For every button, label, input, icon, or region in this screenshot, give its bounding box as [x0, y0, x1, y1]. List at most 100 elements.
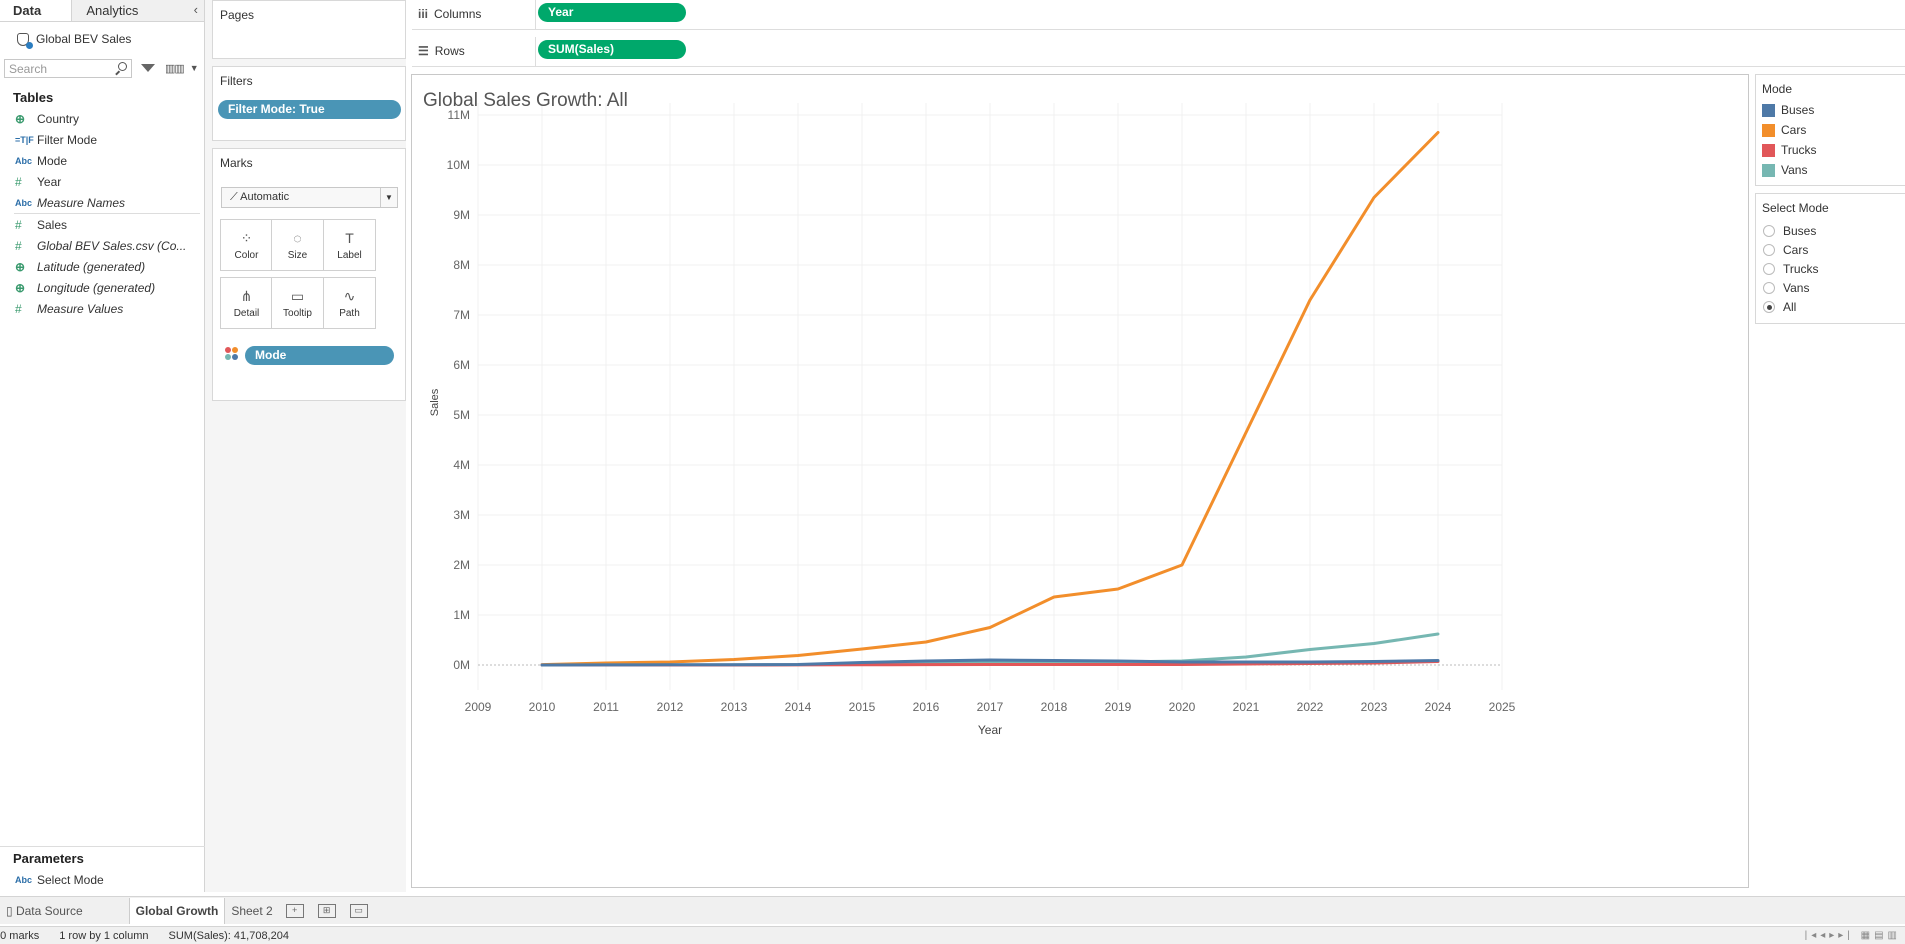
- radio-button[interactable]: [1763, 262, 1775, 275]
- abc-icon: Abc: [15, 155, 33, 166]
- sales-pill[interactable]: SUM(Sales): [538, 40, 686, 59]
- field-name: Country: [37, 111, 80, 126]
- rows-shelf[interactable]: ☰ Rows SUM(Sales): [412, 37, 1905, 67]
- legend-label: Trucks: [1781, 143, 1817, 157]
- new-story-icon[interactable]: ▭: [349, 903, 368, 918]
- field-name: Measure Values: [37, 301, 124, 316]
- status-dims: 1 row by 1 column: [59, 929, 149, 942]
- field-item[interactable]: # Year: [0, 171, 204, 192]
- field-item[interactable]: ⊕ Latitude (generated): [0, 256, 204, 277]
- x-tick-label: 2017: [977, 700, 1004, 714]
- legend-item[interactable]: Buses: [1756, 100, 1905, 120]
- view-title: Global Sales Growth: All: [423, 90, 628, 111]
- filters-title: Filters: [220, 74, 253, 88]
- search-row: Search ▥▥ ▼: [0, 56, 204, 80]
- radio-button[interactable]: [1763, 224, 1775, 237]
- field-name: Year: [37, 174, 62, 189]
- pages-card[interactable]: Pages: [212, 0, 406, 59]
- list-view-icon[interactable]: ▥▥: [165, 62, 185, 75]
- field-name: Filter Mode: [37, 132, 98, 147]
- field-item[interactable]: ⊕ Longitude (generated): [0, 277, 204, 298]
- color-legend: Mode Buses Cars Trucks Vans: [1755, 74, 1905, 186]
- year-pill[interactable]: Year: [538, 3, 686, 22]
- field-item[interactable]: Abc Measure Names: [0, 192, 204, 213]
- y-tick-label: 1M: [453, 608, 470, 622]
- radio-button[interactable]: [1763, 300, 1775, 313]
- x-tick-label: 2014: [785, 700, 812, 714]
- new-worksheet-icon[interactable]: +: [285, 903, 304, 918]
- filters-card[interactable]: Filters Filter Mode: True: [212, 66, 406, 141]
- size-icon: ◌: [293, 230, 302, 246]
- field-item[interactable]: # Sales: [0, 214, 204, 235]
- radio-option[interactable]: All: [1756, 297, 1905, 316]
- field-name: Sales: [37, 217, 68, 232]
- mode-pill[interactable]: Mode: [245, 346, 394, 365]
- parameter-item[interactable]: Abc Select Mode: [0, 869, 205, 890]
- legend-title: Mode: [1762, 82, 1793, 96]
- chevron-down-icon[interactable]: ▼: [189, 63, 199, 73]
- radio-button[interactable]: [1763, 243, 1775, 256]
- legend-item[interactable]: Vans: [1756, 160, 1905, 180]
- collapse-pane-icon[interactable]: ‹: [193, 2, 198, 17]
- x-tick-label: 2016: [913, 700, 940, 714]
- view-area[interactable]: 0M 1M 2M 3M 4M 5M 6M 7M 8M 9M 10M 11M 2009 2010 2011 20…: [411, 74, 1749, 888]
- radio-option[interactable]: Cars: [1756, 240, 1905, 259]
- datasource-name: Global BEV Sales: [36, 32, 132, 46]
- color-button[interactable]: ⁘ Color: [220, 219, 273, 271]
- data-source-tab[interactable]: ▯ Data Source: [0, 898, 89, 924]
- line-chart[interactable]: 0M 1M 2M 3M 4M 5M 6M 7M 8M 9M 10M 11M 2009 2010 2011 20…: [412, 75, 1748, 887]
- field-item[interactable]: ⊕ Country: [0, 108, 204, 129]
- path-button[interactable]: ∿ Path: [323, 277, 376, 329]
- legend-label: Cars: [1781, 123, 1807, 137]
- tf-icon: =T|F: [15, 134, 34, 145]
- field-item[interactable]: # Global BEV Sales.csv (Co...: [0, 235, 204, 256]
- radio-option[interactable]: Buses: [1756, 221, 1905, 240]
- search-input[interactable]: Search: [4, 58, 132, 78]
- sheet-tab[interactable]: Sheet 2: [231, 903, 273, 918]
- label-icon: T: [345, 230, 354, 246]
- sheet-navigation-icons[interactable]: |◂◂▸▸| ▦▤▥: [1804, 930, 1901, 941]
- label-button[interactable]: T Label: [323, 219, 376, 271]
- field-item[interactable]: # Measure Values: [0, 298, 204, 319]
- y-tick-label: 10M: [447, 158, 470, 172]
- radio-option[interactable]: Trucks: [1756, 259, 1905, 278]
- new-dashboard-icon[interactable]: ⊞: [317, 903, 336, 918]
- legend-item[interactable]: Trucks: [1756, 140, 1905, 160]
- columns-shelf[interactable]: iii Columns Year: [412, 0, 1905, 30]
- color-icon: ⁘: [240, 230, 253, 246]
- size-button[interactable]: ◌ Size: [271, 219, 324, 271]
- parameters-title: Parameters: [13, 851, 84, 866]
- detail-button[interactable]: ⋔ Detail: [220, 277, 273, 329]
- radio-button[interactable]: [1763, 281, 1775, 294]
- sheet-tab[interactable]: Global Growth: [128, 897, 226, 924]
- field-item[interactable]: Abc Mode: [0, 150, 204, 171]
- select-mode-parameter: Select Mode Buses Cars Trucks Vans All: [1755, 193, 1905, 324]
- y-axis-title: Sales: [429, 388, 441, 416]
- field-name: Global BEV Sales.csv (Co...: [37, 238, 187, 253]
- field-item[interactable]: =T|F Filter Mode: [0, 129, 204, 150]
- color-swatch: [1762, 143, 1775, 157]
- x-tick-label: 2018: [1041, 700, 1068, 714]
- line-mark-icon: ⟋: [230, 191, 241, 203]
- x-tick-label: 2023: [1361, 700, 1388, 714]
- filter-icon[interactable]: [141, 64, 155, 72]
- color-swatch: [1762, 123, 1775, 137]
- tooltip-button[interactable]: ▭ Tooltip: [271, 277, 324, 329]
- y-tick-label: 0M: [453, 658, 470, 672]
- legend-label: Vans: [1781, 163, 1808, 177]
- radio-option[interactable]: Vans: [1756, 278, 1905, 297]
- mark-type-select[interactable]: ⟋ Automatic ▼: [221, 187, 398, 208]
- filter-pill[interactable]: Filter Mode: True: [218, 100, 401, 119]
- status-sum: SUM(Sales): 41,708,204: [168, 929, 289, 942]
- legend-item[interactable]: Cars: [1756, 120, 1905, 140]
- tab-data[interactable]: Data: [0, 0, 72, 21]
- tooltip-icon: ▭: [290, 288, 305, 304]
- rows-icon: ☰: [418, 44, 429, 58]
- datasource-item[interactable]: Global BEV Sales: [0, 22, 204, 56]
- columns-label: iii Columns: [418, 7, 481, 21]
- x-tick-label: 2022: [1297, 700, 1324, 714]
- tab-analytics[interactable]: Analytics ‹: [71, 0, 204, 21]
- database-icon: ▯: [6, 903, 16, 918]
- legend-items: Buses Cars Trucks Vans: [1756, 100, 1905, 180]
- size-label: Size: [287, 250, 308, 261]
